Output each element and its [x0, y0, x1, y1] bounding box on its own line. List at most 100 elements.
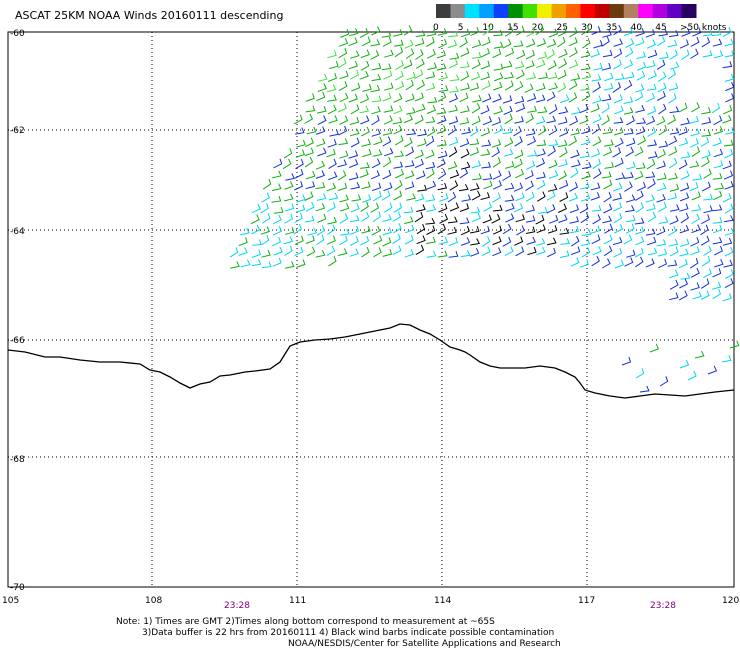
wind-barb	[471, 160, 482, 169]
wind-barb	[568, 37, 578, 47]
wind-barb	[502, 170, 511, 181]
wind-barb	[525, 180, 534, 191]
note-line-2: 3)Data buffer is 22 hrs from 20160111 4)…	[142, 628, 554, 638]
wind-barb	[712, 204, 723, 212]
wind-barb	[360, 115, 370, 125]
wind-barb	[701, 156, 710, 168]
wind-barb	[635, 104, 645, 113]
wind-barb	[591, 234, 601, 245]
wind-barb	[373, 247, 382, 258]
wind-barb	[722, 61, 733, 69]
wind-barb	[502, 236, 512, 247]
wind-barb	[525, 160, 536, 170]
wind-barb	[581, 229, 592, 236]
wind-barb	[658, 29, 669, 37]
wind-barb	[329, 129, 339, 137]
wind-barb	[703, 168, 712, 179]
wind-barb	[601, 115, 610, 126]
wind-barb	[647, 49, 658, 59]
wind-barb	[340, 203, 350, 212]
wind-barb	[713, 115, 723, 126]
wind-barb	[437, 91, 447, 103]
wind-barb	[394, 179, 403, 191]
wind-barb	[504, 80, 514, 91]
wind-barb	[513, 158, 523, 169]
wind-barb	[723, 259, 734, 268]
wind-barb	[315, 160, 326, 170]
wind-barb	[492, 93, 502, 103]
legend-label: 45	[655, 23, 666, 33]
wind-barb	[659, 52, 669, 60]
wind-barb	[678, 258, 688, 269]
wind-barb	[703, 205, 713, 214]
wind-barb	[348, 172, 359, 181]
wind-barb	[470, 71, 481, 81]
wind-barb	[669, 106, 680, 114]
wind-barb	[503, 105, 513, 115]
wind-barb	[526, 93, 537, 102]
wind-barb	[568, 92, 578, 103]
wind-barb	[317, 147, 327, 157]
wind-barb	[381, 190, 391, 201]
wind-barb	[395, 60, 404, 70]
wind-barb	[449, 52, 460, 60]
wind-barb	[680, 170, 690, 180]
wind-barb	[546, 247, 556, 258]
wind-barb	[327, 216, 337, 225]
wind-barb	[493, 81, 503, 91]
wind-barb	[536, 179, 546, 190]
wind-barb	[438, 72, 449, 81]
wind-barb	[634, 146, 644, 157]
wind-barb	[624, 171, 634, 179]
wind-barb	[284, 261, 295, 269]
wind-barb	[505, 213, 515, 223]
wind-barb	[700, 290, 710, 300]
wind-barb	[679, 39, 689, 49]
wind-barb	[403, 206, 414, 214]
wind-speed-legend: 0 5 10 15 20 25 30 35 40 45 >50 knots	[433, 4, 727, 33]
legend-swatch	[508, 4, 524, 18]
wind-barb	[371, 158, 381, 169]
wind-barb	[416, 79, 426, 91]
legend-swatch	[638, 4, 654, 18]
wind-barb	[635, 84, 645, 93]
wind-barb	[338, 138, 349, 146]
wind-barb	[712, 137, 722, 147]
wind-barb	[601, 36, 610, 47]
wind-barb	[678, 102, 688, 113]
wind-barb	[692, 291, 702, 300]
wind-barb	[327, 50, 337, 59]
legend-label: 10	[482, 23, 494, 33]
wind-barb	[294, 169, 304, 179]
wind-barb	[580, 193, 591, 202]
legend-swatch	[681, 4, 697, 18]
wind-barb	[713, 224, 723, 234]
wind-barb	[635, 256, 644, 268]
wind-barb	[678, 126, 688, 136]
wind-barb	[624, 71, 635, 79]
wind-barb	[425, 116, 436, 124]
wind-barb	[482, 93, 492, 103]
wind-barb	[491, 116, 502, 126]
wind-barb	[316, 105, 327, 114]
wind-barb	[460, 105, 470, 114]
wind-barb	[338, 81, 348, 92]
wind-barb	[373, 191, 382, 202]
wind-barb	[283, 148, 293, 159]
wind-barb	[527, 105, 537, 113]
wind-barb	[251, 203, 261, 214]
wind-barb	[493, 106, 503, 115]
wind-barb	[558, 159, 568, 168]
wind-barb	[570, 73, 581, 81]
wind-barb	[482, 214, 492, 224]
wind-barb	[624, 127, 634, 135]
wind-barb	[669, 49, 678, 60]
legend-swatch	[450, 4, 466, 18]
wind-barb	[384, 49, 394, 58]
wind-barb	[425, 217, 436, 225]
wind-barb	[558, 27, 568, 37]
wind-barb	[372, 149, 383, 157]
wind-barb	[681, 27, 691, 37]
wind-barb	[337, 58, 347, 69]
wind-barb	[415, 49, 424, 60]
